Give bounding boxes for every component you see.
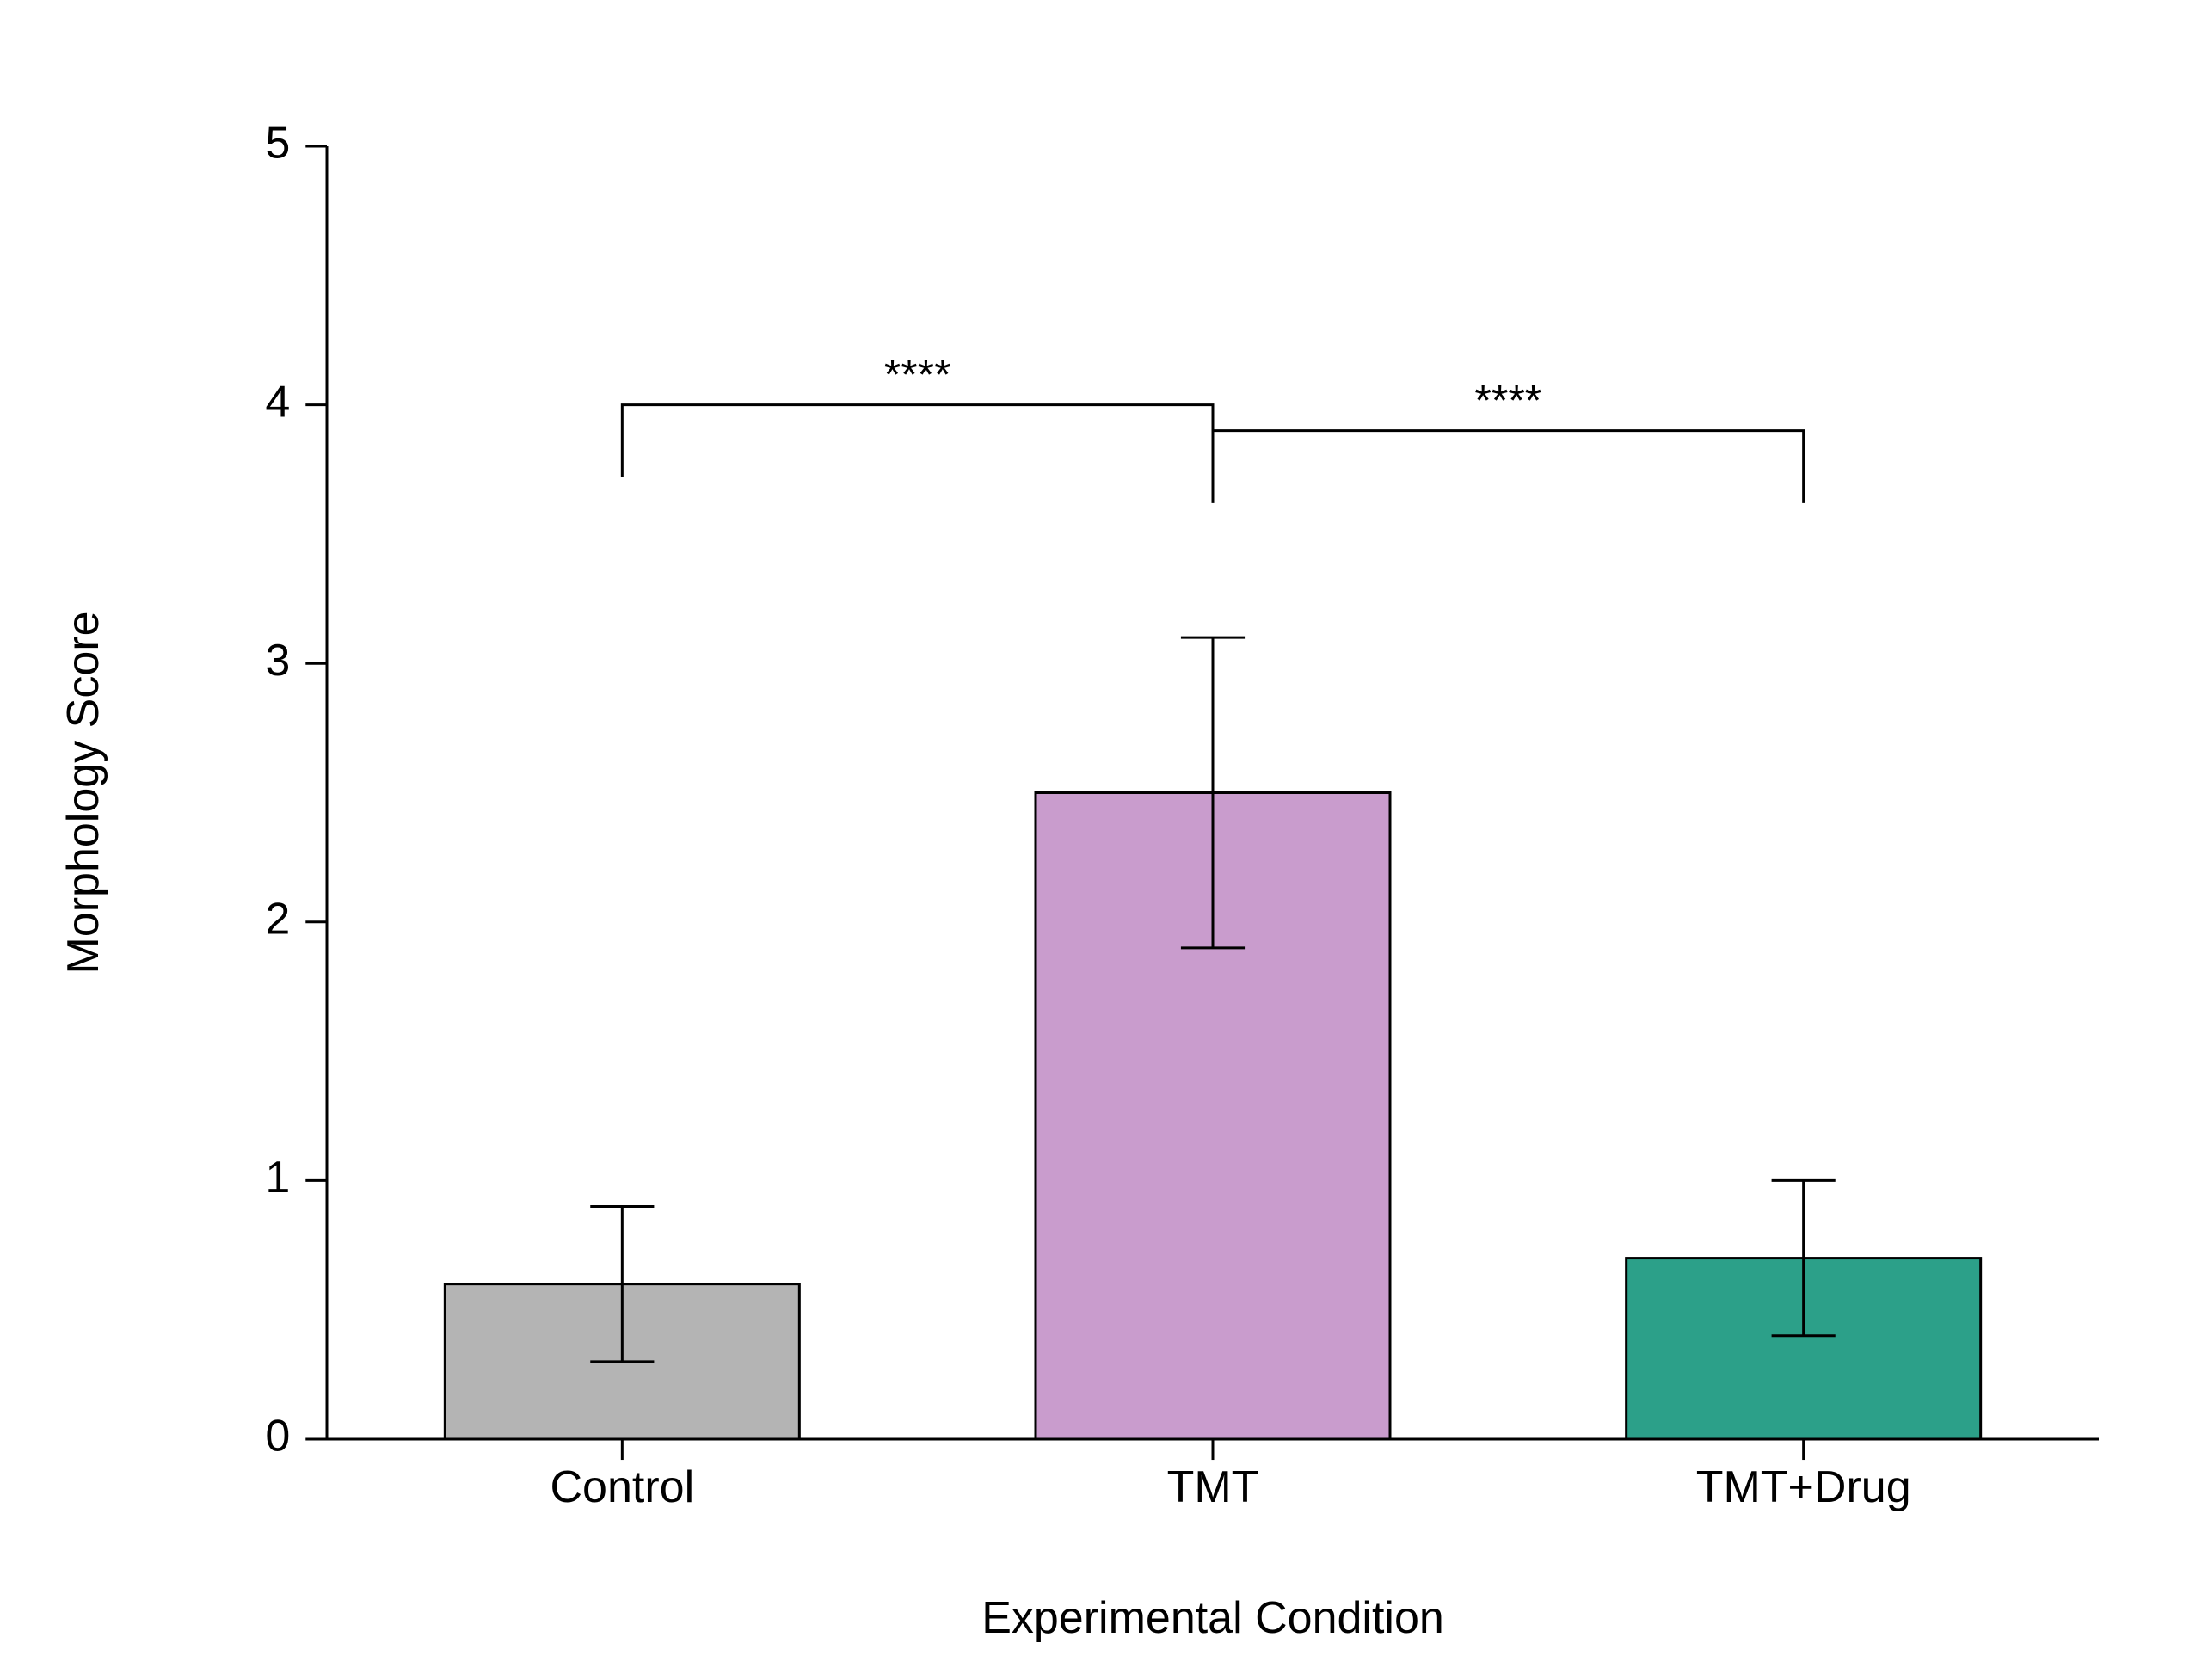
- x-tick-label: TMT: [1167, 1462, 1259, 1512]
- x-tick-label: Control: [550, 1462, 695, 1512]
- y-tick-label: 5: [265, 119, 290, 169]
- x-tick-label: TMT+Drug: [1696, 1462, 1911, 1512]
- y-tick-label: 4: [265, 377, 290, 427]
- significance-label: ****: [884, 351, 951, 399]
- bar-chart: 0 1 2 3 4 5 Control TMT TMT+Drug **** **** Experime…: [0, 0, 2202, 1680]
- y-tick-label: 2: [265, 895, 290, 945]
- x-axis-label: Experimental Condition: [981, 1593, 1444, 1643]
- significance-label: ****: [1474, 377, 1541, 425]
- y-tick-label: 0: [265, 1412, 290, 1462]
- y-axis-label: Morphology Score: [58, 612, 108, 975]
- y-tick-label: 1: [265, 1153, 290, 1203]
- y-tick-label: 3: [265, 636, 290, 686]
